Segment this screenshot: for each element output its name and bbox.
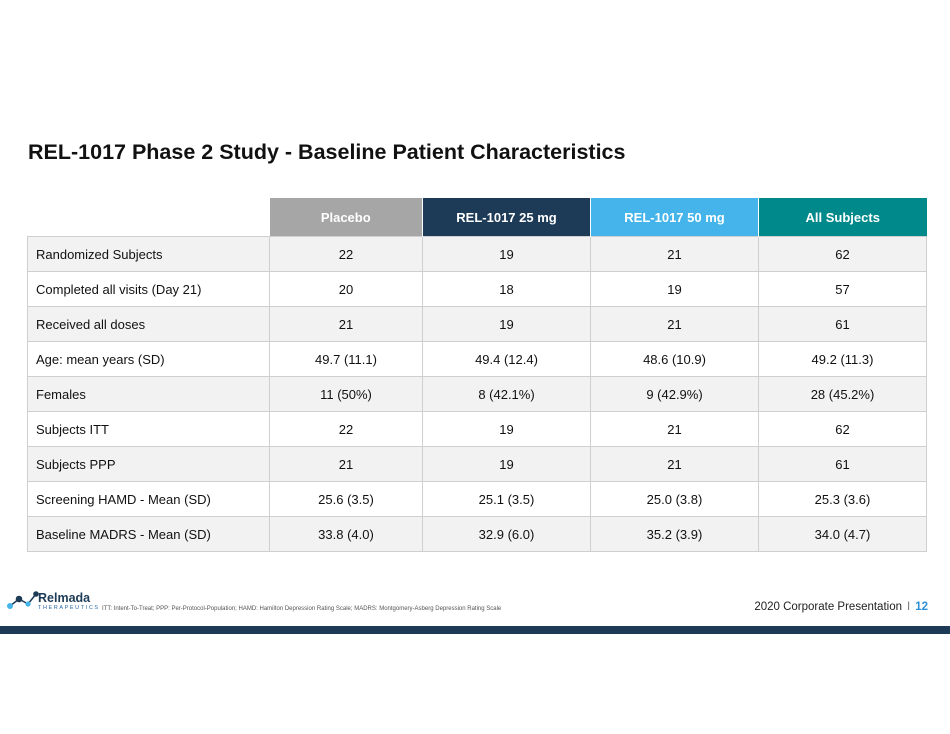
cell-value: 28 (45.2%) xyxy=(758,376,927,412)
row-label: Completed all visits (Day 21) xyxy=(27,271,270,307)
presentation-name: 2020 Corporate Presentation xyxy=(754,601,902,613)
table-row: Subjects ITT 22 19 21 62 xyxy=(27,411,927,447)
header-rel1017-50mg: REL-1017 50 mg xyxy=(590,198,759,237)
cell-value: 35.2 (3.9) xyxy=(590,516,759,552)
cell-value: 61 xyxy=(758,446,927,482)
cell-value: 49.7 (11.1) xyxy=(269,341,423,377)
cell-value: 21 xyxy=(269,446,423,482)
slide-title: REL-1017 Phase 2 Study - Baseline Patien… xyxy=(28,140,626,164)
table-row: Randomized Subjects 22 19 21 62 xyxy=(27,236,927,272)
cell-value: 62 xyxy=(758,236,927,272)
table-header-row: Placebo REL-1017 25 mg REL-1017 50 mg Al… xyxy=(28,198,927,237)
table-row: Age: mean years (SD) 49.7 (11.1) 49.4 (1… xyxy=(27,341,927,377)
table-row: Females 11 (50%) 8 (42.1%) 9 (42.9%) 28 … xyxy=(27,376,927,412)
cell-value: 22 xyxy=(269,236,423,272)
cell-value: 21 xyxy=(590,446,759,482)
cell-value: 19 xyxy=(422,446,591,482)
logo-subtitle: THERAPEUTICS xyxy=(38,605,100,611)
logo-wordmark: Relmada xyxy=(38,591,91,605)
cell-value: 8 (42.1%) xyxy=(422,376,591,412)
cell-value: 20 xyxy=(269,271,423,307)
cell-value: 18 xyxy=(422,271,591,307)
table-row: Screening HAMD - Mean (SD) 25.6 (3.5) 25… xyxy=(27,481,927,517)
cell-value: 25.0 (3.8) xyxy=(590,481,759,517)
cell-value: 19 xyxy=(422,306,591,342)
row-label: Baseline MADRS - Mean (SD) xyxy=(27,516,270,552)
table-row: Received all doses 21 19 21 61 xyxy=(27,306,927,342)
row-label: Received all doses xyxy=(27,306,270,342)
cell-value: 49.4 (12.4) xyxy=(422,341,591,377)
cell-value: 57 xyxy=(758,271,927,307)
header-blank xyxy=(28,198,270,237)
footer-separator: I xyxy=(907,601,911,613)
cell-value: 34.0 (4.7) xyxy=(758,516,927,552)
cell-value: 49.2 (11.3) xyxy=(758,341,927,377)
cell-value: 62 xyxy=(758,411,927,447)
cell-value: 21 xyxy=(269,306,423,342)
footer-bar xyxy=(0,626,950,634)
cell-value: 19 xyxy=(422,236,591,272)
row-label: Females xyxy=(27,376,270,412)
cell-value: 25.6 (3.5) xyxy=(269,481,423,517)
page-number: 12 xyxy=(915,601,928,613)
cell-value: 11 (50%) xyxy=(269,376,423,412)
cell-value: 19 xyxy=(422,411,591,447)
header-placebo: Placebo xyxy=(269,198,423,237)
cell-value: 19 xyxy=(590,271,759,307)
cell-value: 48.6 (10.9) xyxy=(590,341,759,377)
row-label: Randomized Subjects xyxy=(27,236,270,272)
cell-value: 25.1 (3.5) xyxy=(422,481,591,517)
row-label: Subjects ITT xyxy=(27,411,270,447)
cell-value: 32.9 (6.0) xyxy=(422,516,591,552)
cell-value: 33.8 (4.0) xyxy=(269,516,423,552)
cell-value: 9 (42.9%) xyxy=(590,376,759,412)
header-rel1017-25mg: REL-1017 25 mg xyxy=(422,198,591,237)
cell-value: 21 xyxy=(590,306,759,342)
baseline-characteristics-table: Placebo REL-1017 25 mg REL-1017 50 mg Al… xyxy=(27,198,927,552)
table-row: Completed all visits (Day 21) 20 18 19 5… xyxy=(27,271,927,307)
molecule-logo-icon xyxy=(7,591,39,609)
row-label: Subjects PPP xyxy=(27,446,270,482)
row-label: Screening HAMD - Mean (SD) xyxy=(27,481,270,517)
row-label: Age: mean years (SD) xyxy=(27,341,270,377)
table-row: Subjects PPP 21 19 21 61 xyxy=(27,446,927,482)
cell-value: 25.3 (3.6) xyxy=(758,481,927,517)
cell-value: 21 xyxy=(590,411,759,447)
footnote: ITT: Intent-To-Treat; PPP: Per-Protocol-… xyxy=(102,606,502,612)
header-all-subjects: All Subjects xyxy=(758,198,927,237)
cell-value: 21 xyxy=(590,236,759,272)
cell-value: 22 xyxy=(269,411,423,447)
footer-presentation-info: 2020 Corporate Presentation I 12 xyxy=(754,601,928,613)
cell-value: 61 xyxy=(758,306,927,342)
table-row: Baseline MADRS - Mean (SD) 33.8 (4.0) 32… xyxy=(27,516,927,552)
